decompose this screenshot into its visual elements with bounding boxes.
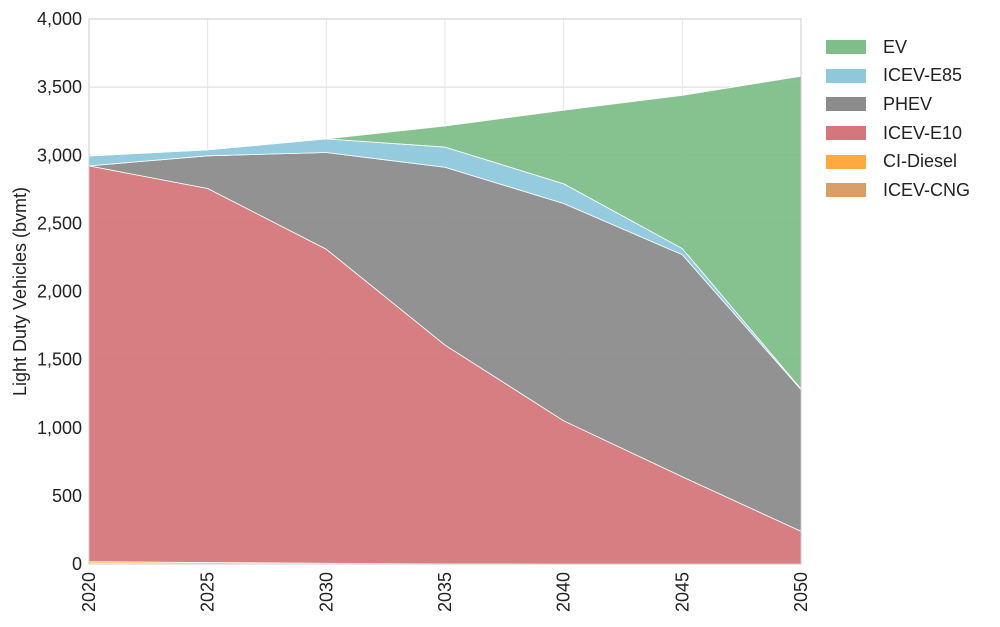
y-axis-title: Light Duty Vehicles (bvmt) <box>10 187 30 396</box>
y-tick-label: 3,000 <box>37 145 82 165</box>
x-tick-label: 2025 <box>198 572 218 612</box>
legend-swatch <box>826 68 866 83</box>
legend-label: ICEV-CNG <box>883 179 971 200</box>
legend-item-icev-e85: ICEV-E85 <box>826 62 970 91</box>
legend-item-icev-cng: ICEV-CNG <box>826 176 970 205</box>
legend-item-icev-e10: ICEV-E10 <box>826 119 970 148</box>
y-tick-label: 1,500 <box>37 350 82 370</box>
legend-swatch <box>826 154 866 169</box>
x-tick-label: 2030 <box>316 572 336 612</box>
y-tick-label: 3,500 <box>37 77 82 97</box>
y-tick-label: 0 <box>72 554 82 574</box>
legend-item-ci-diesel: CI-Diesel <box>826 147 970 176</box>
y-tick-label: 500 <box>52 486 82 506</box>
legend-label: EV <box>883 36 908 57</box>
legend: EV ICEV-E85 PHEV ICEV-E10 CI-Diesel ICEV-CNG <box>826 33 970 205</box>
legend-label: ICEV-E85 <box>883 65 963 86</box>
legend-swatch <box>826 97 866 112</box>
legend-item-phev: PHEV <box>826 90 970 119</box>
x-tick-label: 2045 <box>672 572 692 612</box>
legend-swatch <box>826 126 866 141</box>
y-tick-label: 1,000 <box>37 418 82 438</box>
y-tick-label: 2,500 <box>37 213 82 233</box>
y-tick-label: 2,000 <box>37 282 82 302</box>
area-series <box>88 75 802 565</box>
y-tick-label: 4,000 <box>37 9 82 29</box>
legend-label: ICEV-E10 <box>883 122 963 143</box>
x-tick-labels: 2020 2025 2030 2035 2040 2045 2050 <box>79 572 811 612</box>
x-tick-label: 2020 <box>79 572 99 612</box>
plot-frame <box>88 18 802 565</box>
y-tick-labels: 0 500 1,000 1,500 2,000 2,500 3,000 3,500 4,000 <box>37 9 82 574</box>
x-tick-label: 2035 <box>435 572 455 612</box>
legend-label: CI-Diesel <box>883 151 958 172</box>
legend-swatch <box>826 40 866 55</box>
legend-swatch <box>826 183 866 198</box>
legend-label: PHEV <box>883 93 933 114</box>
x-tick-label: 2050 <box>791 572 811 612</box>
legend-item-ev: EV <box>826 33 970 62</box>
x-tick-label: 2040 <box>554 572 574 612</box>
